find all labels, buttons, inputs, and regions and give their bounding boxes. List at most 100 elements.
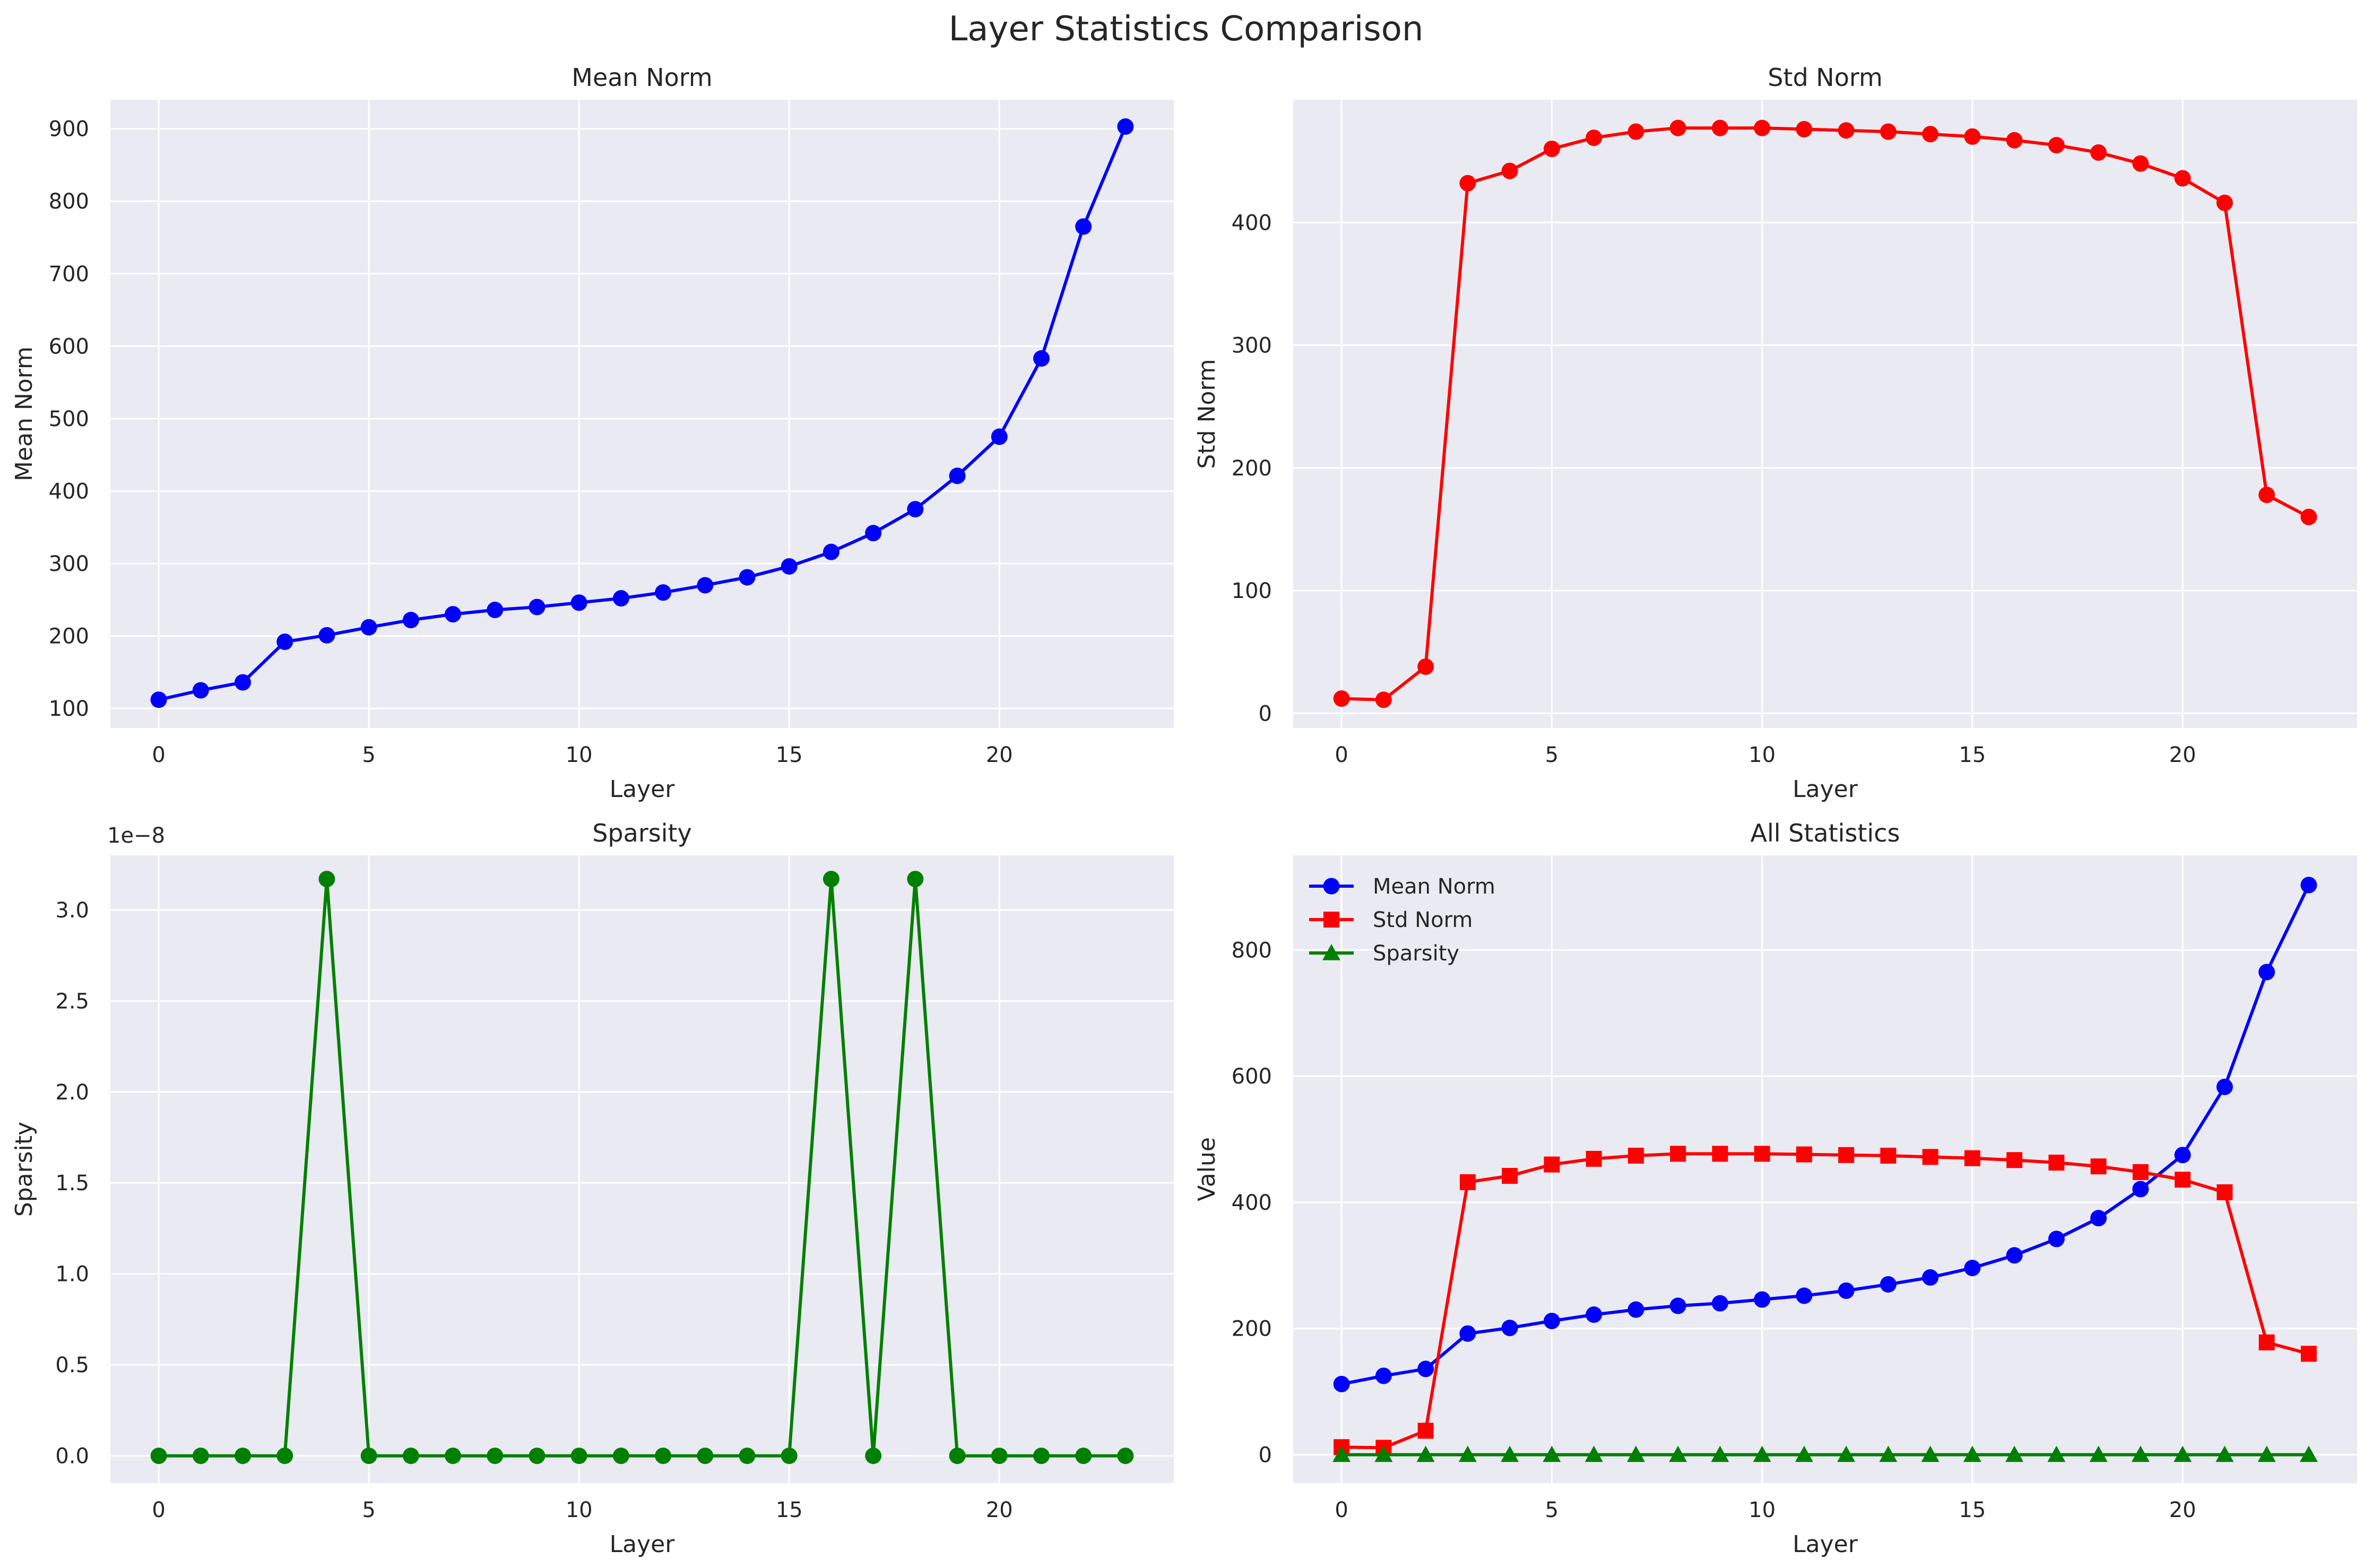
chart-mean-norm: 0 5 10 15 20 100 200 300 400 500 600 700 800 900 Mean … [11, 63, 1174, 803]
data-point [1753, 1445, 1771, 1462]
data-point [2090, 1210, 2107, 1227]
x-axis-label: Layer [1793, 776, 1858, 803]
data-point [1543, 141, 1560, 157]
data-point [1670, 1146, 1686, 1162]
data-point [2215, 1445, 2234, 1462]
data-point [2300, 877, 2317, 894]
y-tick-label: 100 [49, 697, 89, 721]
data-point [2174, 1147, 2191, 1164]
data-point [1837, 1445, 1856, 1462]
series-mean-norm [150, 118, 1134, 708]
data-point [1754, 119, 1771, 136]
data-point [445, 1448, 462, 1465]
data-point [150, 1448, 167, 1465]
x-tick-label: 10 [1748, 743, 1776, 767]
data-point [2257, 1445, 2276, 1462]
data-point [1333, 1375, 1350, 1392]
data-point [823, 543, 839, 560]
x-tick-label: 10 [566, 1498, 593, 1522]
plot-area [1293, 855, 2357, 1483]
data-point [991, 1448, 1008, 1465]
chart-title: Std Norm [1768, 63, 1883, 92]
y-tick-label: 700 [49, 262, 89, 287]
data-point [1502, 1167, 1518, 1184]
data-point [1586, 1150, 1602, 1167]
data-point [1669, 1445, 1687, 1462]
y-tick-label: 3.0 [55, 898, 89, 923]
data-point [2216, 1078, 2233, 1095]
data-point [865, 1448, 882, 1465]
data-point [276, 1448, 293, 1465]
y-tick-label: 400 [1232, 211, 1272, 235]
series-mean-norm [1333, 877, 2317, 1392]
data-point [2174, 170, 2191, 187]
x-axis-label: Layer [610, 776, 676, 803]
data-point [2300, 508, 2317, 525]
data-point [2132, 1164, 2149, 1180]
data-point [1880, 123, 1897, 140]
data-point [1501, 1445, 1519, 1462]
data-point [1501, 162, 1518, 179]
data-point [150, 691, 167, 708]
data-point [2090, 1158, 2107, 1175]
y-tick-label: 200 [1232, 456, 1272, 481]
x-tick-label: 15 [776, 1498, 803, 1522]
data-point [1033, 1448, 1050, 1465]
data-point [2216, 194, 2233, 211]
legend-label: Sparsity [1373, 941, 1459, 966]
data-point [2132, 155, 2149, 172]
y-tick-label: 2.0 [55, 1080, 89, 1105]
y-tick-label: 400 [49, 479, 89, 504]
data-point [1333, 690, 1350, 707]
data-point [1416, 1445, 1435, 1462]
data-point [949, 1448, 966, 1465]
data-point [1417, 658, 1434, 675]
data-point [2258, 1334, 2275, 1350]
data-point [2175, 1172, 2191, 1188]
data-point [570, 594, 587, 611]
data-point [2005, 1445, 2024, 1462]
legend: Mean Norm Std Norm Sparsity [1309, 874, 1495, 966]
data-point [1033, 350, 1050, 367]
data-point [1626, 1445, 1645, 1462]
chart-title: All Statistics [1751, 819, 1900, 847]
data-point [1711, 1295, 1728, 1312]
data-point [276, 633, 293, 650]
y-tick-label: 100 [1232, 579, 1272, 603]
data-point [235, 674, 252, 691]
data-point [2300, 1346, 2317, 1362]
x-tick-label: 20 [2169, 1498, 2196, 1522]
data-point [1921, 1445, 1940, 1462]
y-tick-label: 900 [49, 117, 89, 142]
data-point [1332, 1445, 1351, 1462]
data-point [318, 871, 335, 888]
x-tick-label: 0 [152, 743, 165, 767]
y-axis-label: Std Norm [1193, 359, 1220, 469]
plot-area [1293, 100, 2357, 728]
data-point [2006, 1152, 2023, 1168]
data-point [2048, 137, 2065, 154]
x-tick-label: 20 [986, 743, 1013, 767]
data-point [1754, 1291, 1771, 1308]
y-tick-label: 1.0 [55, 1262, 89, 1287]
data-point [1711, 1445, 1729, 1462]
data-point [1964, 128, 1981, 145]
data-point [2090, 144, 2107, 161]
data-point [529, 1448, 546, 1465]
data-point [612, 1448, 629, 1465]
data-point [1964, 1150, 1980, 1166]
data-point [2174, 1445, 2192, 1462]
y-tick-label: 0 [1259, 701, 1272, 726]
data-point [235, 1448, 252, 1465]
data-point [2132, 1181, 2149, 1198]
data-point [1374, 1445, 1393, 1462]
x-axis-label: Layer [610, 1531, 676, 1558]
data-point [1880, 1276, 1897, 1293]
data-point [1669, 1297, 1686, 1314]
y-tick-label: 200 [49, 625, 89, 649]
data-point [2089, 1445, 2108, 1462]
data-point [1417, 1361, 1434, 1378]
data-point [1627, 1301, 1644, 1318]
data-point [823, 871, 839, 888]
y-axis-label: Sparsity [11, 1122, 38, 1217]
